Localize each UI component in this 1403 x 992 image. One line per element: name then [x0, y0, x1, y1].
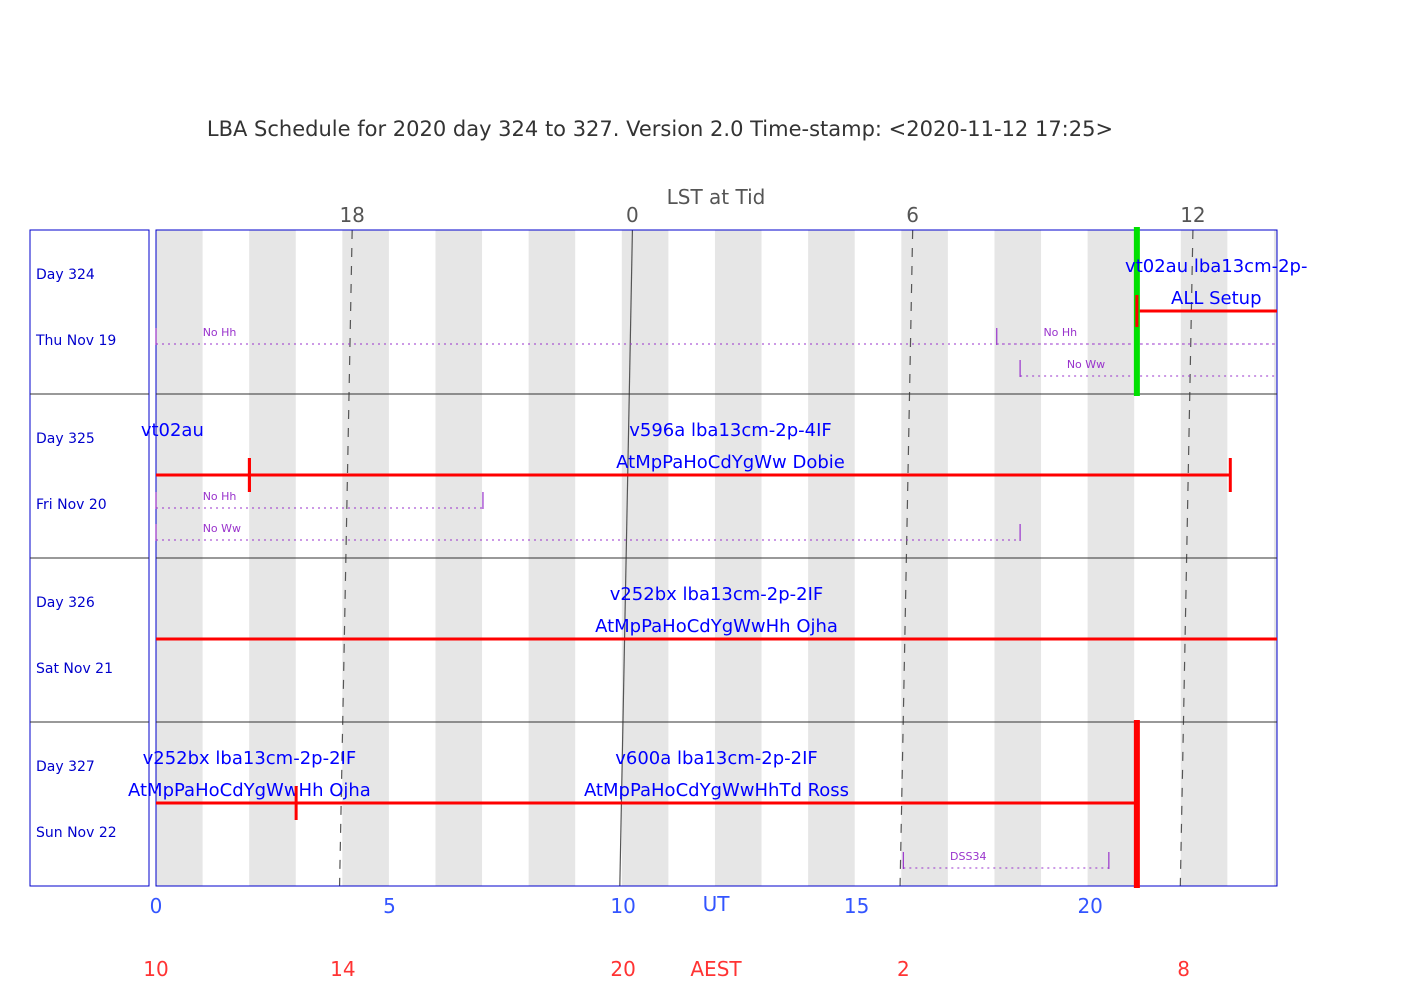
day-labels: Day 324 Thu Nov 19 Day 325 Fri Nov 20 Day 32… — [35, 267, 117, 841]
experiment-label-line1: vt02au lba13cm-2p- — [1125, 256, 1307, 277]
aest-tick-label: 20 — [610, 957, 635, 981]
unavailable-label: No Ww — [203, 522, 241, 535]
ut-tick-label: 10 — [610, 894, 635, 918]
aest-tick-label: 10 — [143, 957, 168, 981]
lst-tick-label: 0 — [626, 203, 639, 227]
unavailable-label: DSS34 — [950, 850, 986, 863]
ut-tick-label: 0 — [150, 894, 163, 918]
experiment-label-line1: v600a lba13cm-2p-2IF — [615, 748, 818, 769]
aest-tick-label: 2 — [897, 957, 910, 981]
lst-axis-label: LST at Tid — [667, 185, 766, 209]
ut-tick-label: 15 — [844, 894, 869, 918]
experiment-label-line1: v596a lba13cm-2p-4IF — [629, 420, 832, 441]
experiment-label-line1: vt02au — [141, 420, 204, 441]
experiment-label-line2: AtMpPaHoCdYgWwHh Ojha — [128, 780, 371, 801]
unavailability-lines: No Hh No Hh No Ww No Hh No Ww DSS34 — [155, 326, 1277, 869]
aest-tick-label: 14 — [330, 957, 355, 981]
experiment-label-line2: ALL Setup — [1171, 288, 1261, 309]
aest-tick-label: 8 — [1177, 957, 1190, 981]
lst-tick-label: 6 — [906, 203, 919, 227]
unavailable-label: No Hh — [203, 490, 237, 503]
day-number-label: Day 327 — [36, 759, 95, 775]
lst-tick-label: 12 — [1180, 203, 1205, 227]
experiment-label-line2: AtMpPaHoCdYgWwHh Ojha — [595, 616, 838, 637]
unavailable-label: No Hh — [203, 326, 237, 339]
plot-frame — [29, 229, 1278, 887]
experiment-label-line2: AtMpPaHoCdYgWw Dobie — [616, 452, 845, 473]
day-number-label: Day 324 — [36, 267, 95, 283]
day-date-label: Fri Nov 20 — [36, 497, 107, 513]
aest-axis-label: AEST — [690, 957, 742, 981]
day-date-label: Sun Nov 22 — [36, 825, 117, 841]
unavailable-label: No Hh — [1043, 326, 1077, 339]
experiment-bars: vt02au lba13cm-2p- ALL Setup vt02au v596a l… — [128, 227, 1307, 888]
day-number-label: Day 326 — [36, 595, 95, 611]
ut-tick-label: 5 — [383, 894, 396, 918]
experiment-label-line1: v252bx lba13cm-2p-2IF — [610, 584, 824, 605]
day-number-label: Day 325 — [36, 431, 95, 447]
day-date-label: Sat Nov 21 — [36, 661, 113, 677]
time-axes: 0 5 10 15 20 UT 10 14 20 2 8 AEST — [143, 892, 1190, 981]
unavailable-label: No Ww — [1067, 358, 1105, 371]
lst-tick-label: 18 — [339, 203, 364, 227]
experiment-label-line2: AtMpPaHoCdYgWwHhTd Ross — [584, 780, 849, 801]
ut-axis-label: UT — [703, 892, 731, 916]
day-date-label: Thu Nov 19 — [35, 333, 116, 349]
experiment-label-line1: v252bx lba13cm-2p-2IF — [143, 748, 357, 769]
chart-title: LBA Schedule for 2020 day 324 to 327. Ve… — [207, 117, 1113, 141]
ut-tick-label: 20 — [1077, 894, 1102, 918]
